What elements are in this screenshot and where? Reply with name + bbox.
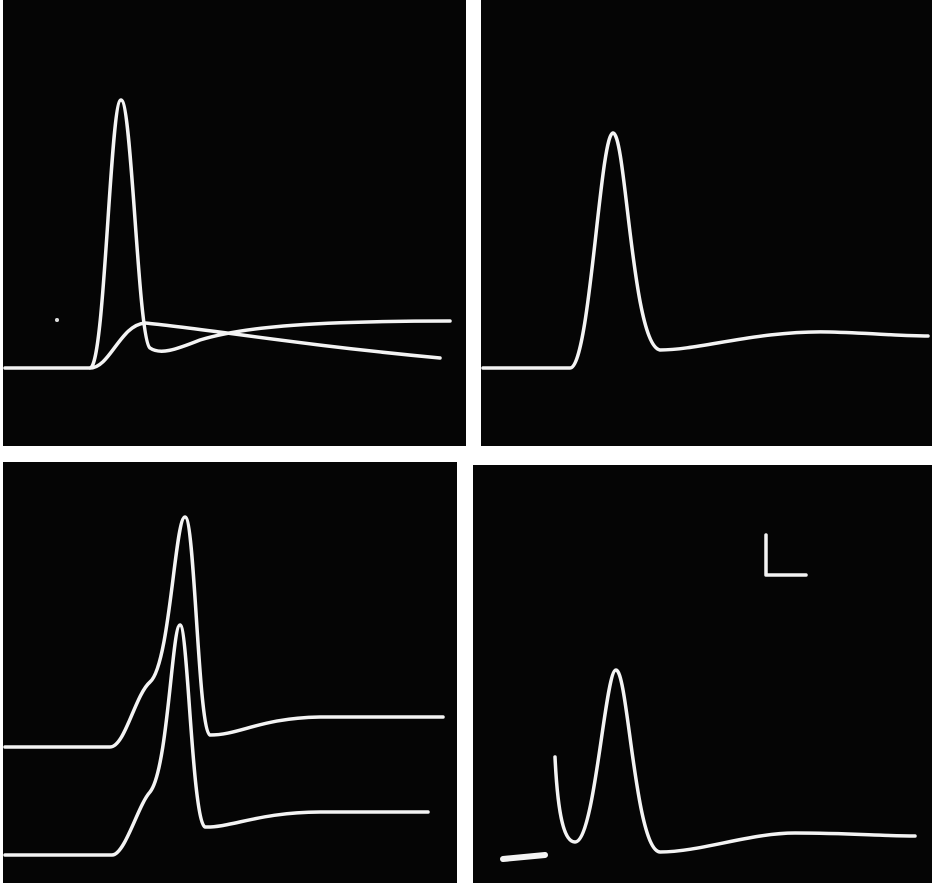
page	[0, 0, 932, 883]
speck	[55, 318, 59, 322]
panel-top-right	[481, 0, 932, 446]
panel-bottom-right	[473, 465, 932, 883]
panel-bottom-left	[3, 462, 457, 883]
panel-top-left	[3, 0, 466, 446]
oscilloscope-figure	[0, 0, 932, 883]
stimulus-bar	[503, 855, 545, 859]
